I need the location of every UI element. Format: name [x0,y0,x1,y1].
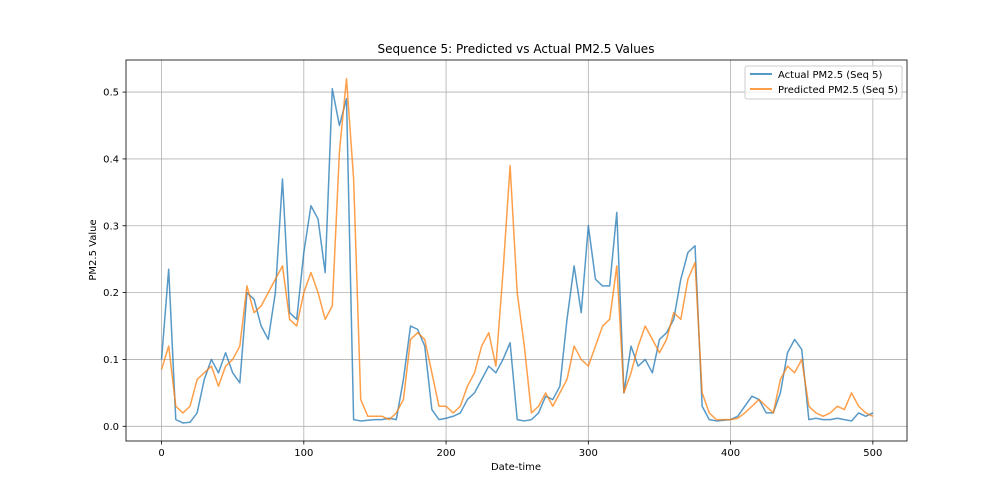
plot-frame [125,59,908,442]
y-axis-title: PM2.5 Value [88,219,99,280]
x-tick-label: 0 [158,448,164,459]
axis-ticks: 0 100 200 300 400 500 0.0 0.1 0.2 0.3 0.4 0.5 [103,88,882,459]
y-tick-label: 0.0 [103,422,119,433]
y-tick-label: 0.1 [103,355,119,366]
legend: Actual PM2.5 (Seq 5) Predicted PM2.5 (Se… [744,65,903,100]
gridlines [126,60,907,441]
x-tick-label: 200 [437,448,456,459]
plot-area [126,60,907,441]
legend-label-actual: Actual PM2.5 (Seq 5) [778,70,883,81]
legend-label-predicted: Predicted PM2.5 (Seq 5) [778,85,898,96]
predicted-series-line [160,77,874,421]
y-tick-label: 0.4 [103,154,119,165]
y-tick-label: 0.5 [103,88,119,99]
x-axis-title: Date-time [491,462,541,473]
series-layer [160,77,874,424]
y-tick-label: 0.3 [103,221,119,232]
x-tick-label: 300 [579,448,598,459]
x-tick-label: 500 [863,448,882,459]
actual-series-line [160,87,874,424]
legend-box [744,65,903,100]
x-tick-label: 100 [294,448,313,459]
chart-title: Sequence 5: Predicted vs Actual PM2.5 Va… [378,42,655,56]
x-tick-label: 400 [721,448,740,459]
y-tick-label: 0.2 [103,288,119,299]
